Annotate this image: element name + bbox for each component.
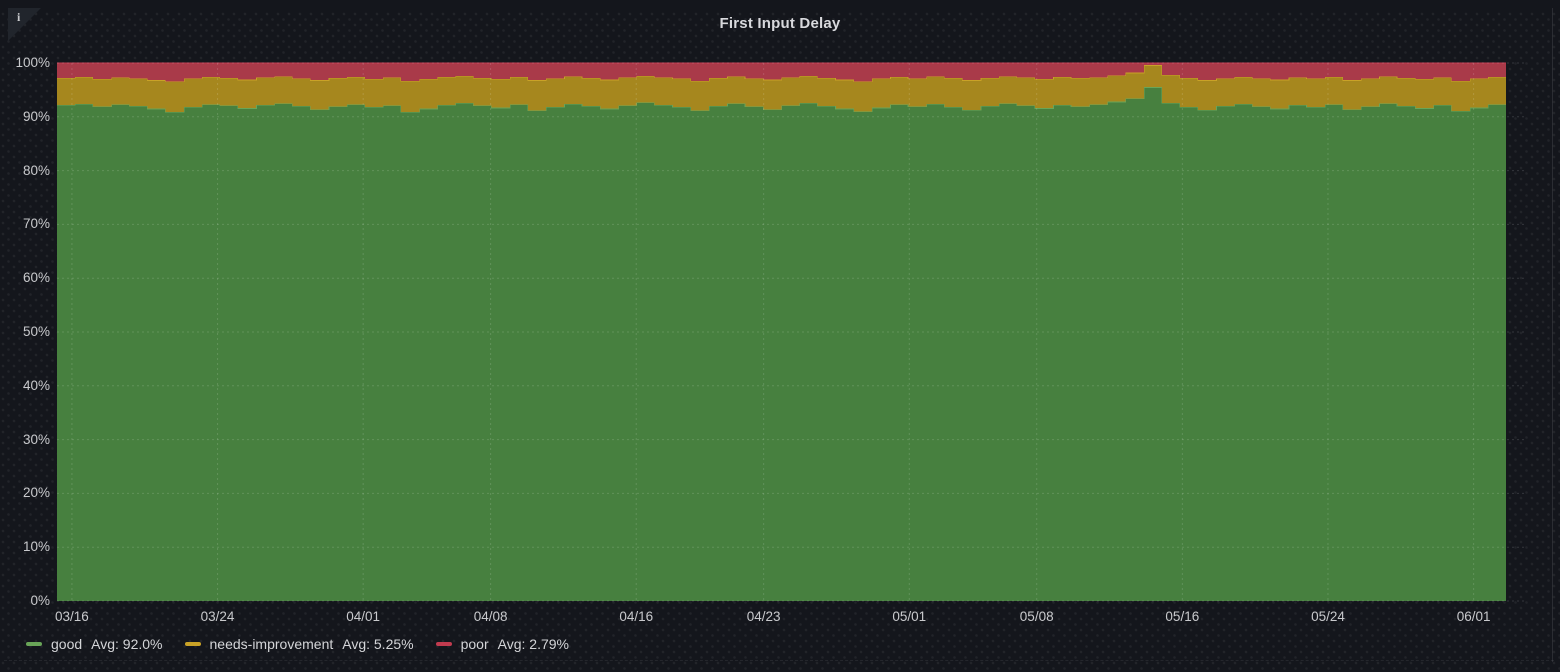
legend-series-avg: Avg: 2.79% bbox=[497, 636, 569, 652]
panel-right-border bbox=[1552, 8, 1553, 662]
legend-series-name: good bbox=[51, 636, 83, 652]
legend-item-poor[interactable]: poor Avg: 2.79% bbox=[435, 636, 569, 652]
y-tick-label: 50% bbox=[22, 324, 50, 339]
x-tick-label: 04/01 bbox=[346, 609, 381, 624]
y-tick-label: 20% bbox=[22, 485, 50, 501]
legend-series-name: poor bbox=[460, 636, 489, 652]
panel-bottom-edge bbox=[4, 660, 1554, 661]
y-tick-label: 90% bbox=[22, 108, 50, 124]
chart-plot-area[interactable] bbox=[57, 62, 1524, 602]
legend-item-needs-improvement[interactable]: needs-improvement Avg: 5.25% bbox=[184, 636, 414, 652]
x-tick-label: 05/01 bbox=[892, 609, 927, 624]
panel-info-corner[interactable]: i bbox=[8, 8, 41, 41]
x-tick-label: 04/08 bbox=[473, 609, 508, 624]
series-area-needs-improvement[interactable] bbox=[57, 65, 1506, 112]
legend-marker-icon bbox=[435, 641, 452, 647]
panel-title[interactable]: First Input Delay bbox=[719, 15, 841, 32]
series-area-poor[interactable] bbox=[57, 63, 1506, 82]
x-tick-label: 05/16 bbox=[1165, 609, 1200, 624]
x-tick-label: 06/01 bbox=[1456, 609, 1491, 624]
legend-series-name: needs-improvement bbox=[209, 636, 334, 652]
x-tick-label: 04/23 bbox=[746, 609, 781, 624]
info-icon: i bbox=[17, 10, 21, 24]
x-tick-label: 03/16 bbox=[55, 609, 89, 624]
y-tick-label: 0% bbox=[30, 593, 50, 608]
series-area-good[interactable] bbox=[57, 87, 1506, 601]
legend-series-avg: Avg: 5.25% bbox=[342, 636, 414, 652]
legend-item-good[interactable]: good Avg: 92.0% bbox=[26, 636, 163, 652]
x-tick-label: 03/24 bbox=[200, 609, 235, 624]
legend-marker-icon bbox=[184, 641, 201, 647]
y-tick-label: 60% bbox=[22, 270, 50, 286]
x-tick-label: 05/08 bbox=[1019, 609, 1054, 624]
y-tick-label: 30% bbox=[22, 431, 50, 447]
legend: good Avg: 92.0% needs-improvement Avg: 5.25… bbox=[26, 636, 569, 652]
y-tick-label: 10% bbox=[22, 539, 50, 555]
y-tick-label: 80% bbox=[22, 162, 50, 178]
x-tick-label: 04/16 bbox=[619, 609, 654, 624]
y-tick-label: 70% bbox=[22, 216, 50, 232]
stacked-area-chart bbox=[57, 62, 1524, 602]
legend-marker-icon bbox=[26, 641, 42, 647]
y-tick-label: 100% bbox=[15, 55, 50, 70]
legend-series-avg: Avg: 92.0% bbox=[91, 636, 163, 652]
y-tick-label: 40% bbox=[22, 377, 50, 393]
x-tick-label: 05/24 bbox=[1311, 609, 1345, 624]
